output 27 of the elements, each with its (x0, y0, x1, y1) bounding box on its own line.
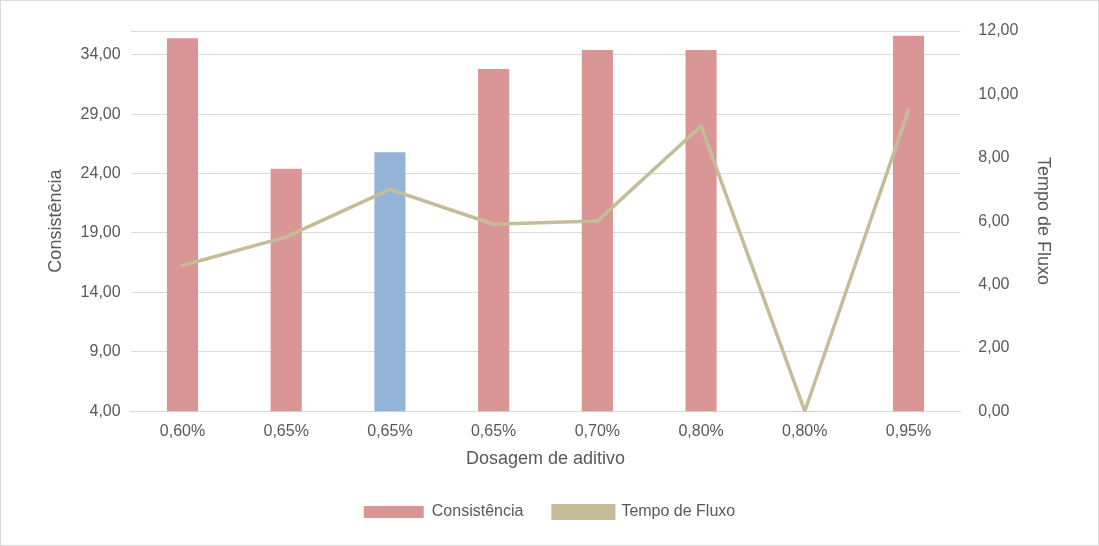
y2-tick-label: 4,00 (978, 274, 1010, 292)
y2-tick-label: 6,00 (978, 211, 1010, 229)
y2-tick-label: 2,00 (978, 338, 1010, 356)
x-tick-label: 0,80% (678, 422, 724, 440)
legend-label: Tempo de Fluxo (621, 502, 736, 520)
y-tick-label: 14,00 (80, 282, 121, 300)
x-tick-label: 0,95% (885, 422, 932, 440)
x-tick-label: 0,65% (367, 422, 413, 440)
x-tick-label: 0,70% (574, 422, 621, 440)
y-tick-label: 4,00 (89, 401, 121, 419)
y-tick-label: 9,00 (89, 342, 121, 360)
y-tick-label: 19,00 (80, 223, 121, 241)
y2-tick-label: 8,00 (978, 148, 1010, 166)
legend-label: Consistência (431, 502, 524, 520)
x-tick-label: 0,65% (263, 422, 309, 440)
y2-tick-label: 0,00 (978, 401, 1010, 419)
y-tick-label: 24,00 (80, 163, 121, 181)
y-tick-label: 29,00 (80, 104, 121, 122)
y-tick-label: 34,00 (80, 45, 121, 63)
y-axis-title: Consistência (44, 168, 65, 273)
x-tick-label: 0,80% (782, 422, 828, 440)
y2-tick-label: 10,00 (978, 84, 1019, 102)
y2-axis-title: Tempo de Fluxo (1034, 157, 1055, 286)
x-axis-title: Dosagem de aditivo (465, 448, 626, 469)
x-tick-label: 0,65% (470, 422, 517, 440)
y2-tick-label: 12,00 (978, 21, 1019, 39)
x-tick-label: 0,60% (159, 422, 206, 440)
